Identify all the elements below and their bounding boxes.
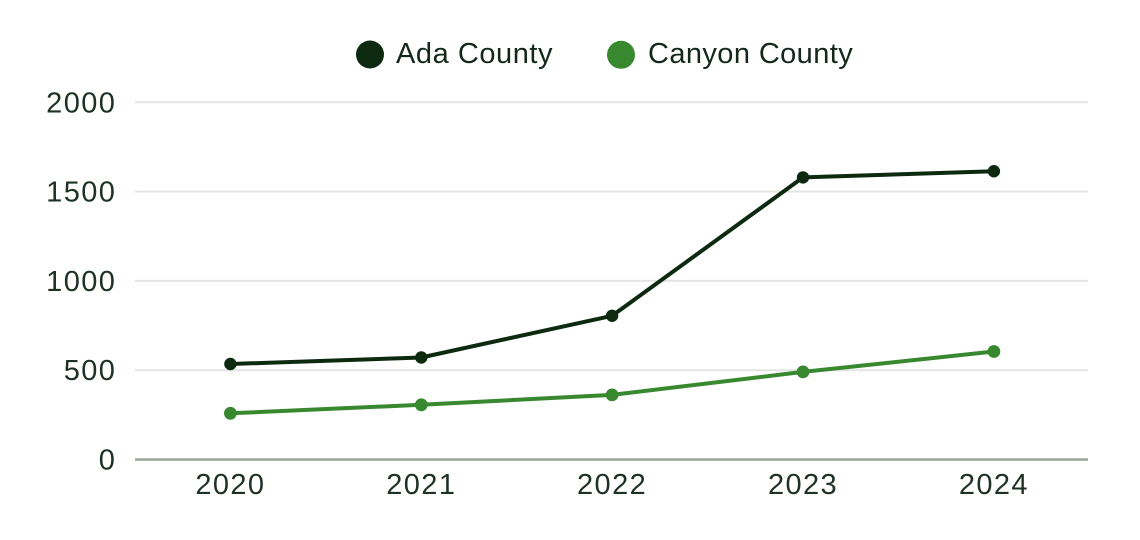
svg-text:2021: 2021 bbox=[386, 469, 456, 501]
svg-text:0: 0 bbox=[99, 445, 117, 477]
svg-text:2022: 2022 bbox=[577, 469, 647, 501]
svg-text:2020: 2020 bbox=[195, 469, 265, 501]
svg-text:Ada County: Ada County bbox=[396, 38, 553, 70]
svg-text:Canyon County: Canyon County bbox=[648, 38, 853, 70]
svg-text:2023: 2023 bbox=[768, 469, 838, 501]
svg-text:500: 500 bbox=[64, 355, 117, 387]
svg-text:1000: 1000 bbox=[46, 266, 116, 298]
svg-text:1500: 1500 bbox=[46, 177, 116, 209]
svg-text:2000: 2000 bbox=[46, 87, 116, 119]
svg-text:2024: 2024 bbox=[959, 469, 1029, 501]
